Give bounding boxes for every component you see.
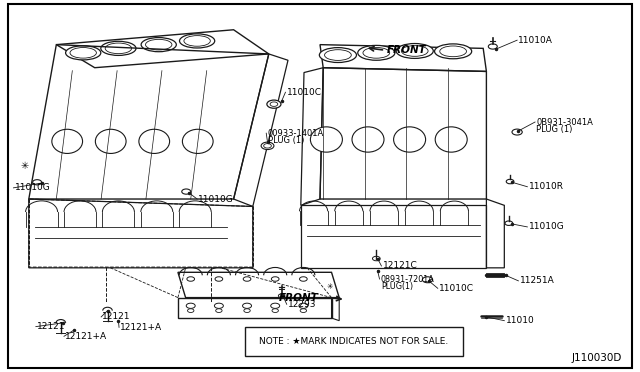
Text: NOTE : ★MARK INDICATES NOT FOR SALE.: NOTE : ★MARK INDICATES NOT FOR SALE. <box>259 337 449 346</box>
Ellipse shape <box>310 127 342 152</box>
Text: PLUG (1): PLUG (1) <box>268 136 304 145</box>
Text: 12121: 12121 <box>102 312 131 321</box>
Text: 0B931-3041A: 0B931-3041A <box>536 118 593 126</box>
Circle shape <box>422 277 433 283</box>
Ellipse shape <box>105 43 132 54</box>
Ellipse shape <box>435 44 472 59</box>
Ellipse shape <box>65 46 101 60</box>
Circle shape <box>216 309 222 312</box>
Circle shape <box>505 221 513 225</box>
Text: FRONT: FRONT <box>387 45 426 55</box>
Text: 12293: 12293 <box>288 300 317 309</box>
Ellipse shape <box>396 44 433 58</box>
Circle shape <box>506 179 514 184</box>
Text: FRONT: FRONT <box>279 293 319 302</box>
Ellipse shape <box>401 46 428 56</box>
Circle shape <box>243 277 251 281</box>
Circle shape <box>188 309 194 312</box>
Circle shape <box>244 309 250 312</box>
Circle shape <box>261 142 274 150</box>
Ellipse shape <box>179 34 215 48</box>
Ellipse shape <box>70 48 97 58</box>
Circle shape <box>243 303 252 308</box>
Ellipse shape <box>145 39 172 50</box>
Text: 11010G: 11010G <box>198 195 234 203</box>
Text: 11010C: 11010C <box>439 284 474 293</box>
Circle shape <box>186 303 195 308</box>
Circle shape <box>271 303 280 308</box>
Text: ✳: ✳ <box>20 161 28 170</box>
Ellipse shape <box>95 129 126 154</box>
Ellipse shape <box>358 45 395 60</box>
Text: 11010A: 11010A <box>518 36 553 45</box>
Ellipse shape <box>139 129 170 154</box>
Circle shape <box>300 309 307 312</box>
Ellipse shape <box>440 46 467 57</box>
Circle shape <box>264 144 271 148</box>
Text: 11010C: 11010C <box>287 88 322 97</box>
Text: 11010R: 11010R <box>529 182 564 191</box>
Text: 12121C: 12121C <box>383 262 417 270</box>
Circle shape <box>33 180 42 185</box>
Circle shape <box>214 303 223 308</box>
Text: 12121+A: 12121+A <box>120 323 163 332</box>
Ellipse shape <box>184 36 211 46</box>
Circle shape <box>270 102 278 106</box>
Circle shape <box>215 277 223 281</box>
Text: 08931-7201A: 08931-7201A <box>381 275 435 283</box>
Text: 00933-1401A: 00933-1401A <box>268 129 324 138</box>
Circle shape <box>512 129 522 135</box>
Text: PLUG (1): PLUG (1) <box>536 125 573 134</box>
Text: 11010G: 11010G <box>529 222 564 231</box>
Text: 11010G: 11010G <box>15 183 51 192</box>
Circle shape <box>300 277 307 281</box>
Ellipse shape <box>394 127 426 152</box>
FancyBboxPatch shape <box>245 327 463 356</box>
Text: 11251A: 11251A <box>520 276 554 285</box>
Ellipse shape <box>352 127 384 152</box>
Circle shape <box>271 277 279 281</box>
Circle shape <box>299 303 308 308</box>
Text: 12121+A: 12121+A <box>65 332 108 341</box>
Text: J110030D: J110030D <box>572 353 622 363</box>
Ellipse shape <box>324 50 351 60</box>
Ellipse shape <box>52 129 83 154</box>
Circle shape <box>272 309 278 312</box>
Circle shape <box>267 100 281 108</box>
Circle shape <box>278 294 285 298</box>
Ellipse shape <box>101 41 136 55</box>
Circle shape <box>187 277 195 281</box>
Text: ✳: ✳ <box>326 282 333 291</box>
Ellipse shape <box>182 129 213 154</box>
Ellipse shape <box>141 38 177 52</box>
Circle shape <box>372 256 380 261</box>
Circle shape <box>182 189 191 194</box>
Text: 11010: 11010 <box>506 316 534 325</box>
Ellipse shape <box>363 48 390 58</box>
Ellipse shape <box>319 48 356 62</box>
Ellipse shape <box>435 127 467 152</box>
Text: PLUG(1): PLUG(1) <box>381 282 413 291</box>
Text: 12121: 12121 <box>37 322 66 331</box>
Circle shape <box>488 44 497 49</box>
